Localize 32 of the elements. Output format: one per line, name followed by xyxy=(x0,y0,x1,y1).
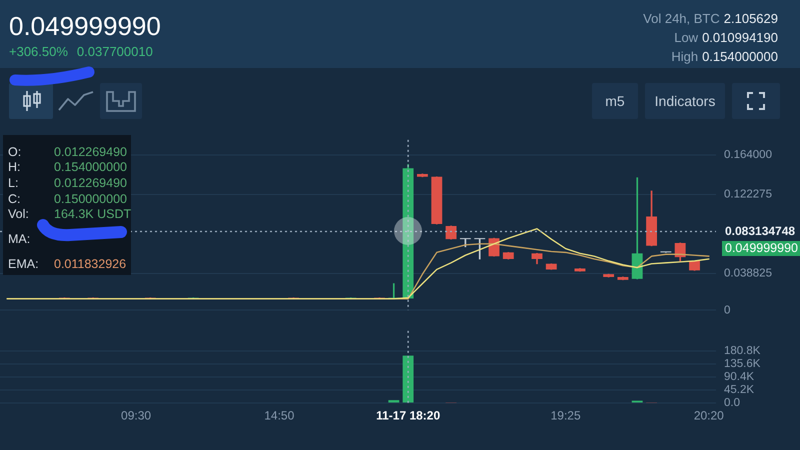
y-tick-label: 45.2K xyxy=(724,384,754,396)
annotation: L: xyxy=(8,176,20,190)
y-tick-label: 0.0 xyxy=(724,397,740,410)
x-tick-label: 19:25 xyxy=(550,408,581,423)
x-tick-label: 09:30 xyxy=(121,408,152,423)
x-tick-label: 20:20 xyxy=(694,408,724,423)
annotation: H: xyxy=(8,160,22,174)
annotation: C: xyxy=(8,192,22,206)
indicators-button: Indicators xyxy=(645,83,725,119)
annotation: 0.154000000 xyxy=(54,160,127,174)
x-tick-label: 14:50 xyxy=(264,408,295,423)
header-panel: 0.049999990 +306.50% 0.037700010 Vol 24h, BTC 2.105629 Low 0.010994190 High 0.154000000 xyxy=(0,0,800,68)
price-tag: 0.049999990 xyxy=(722,241,800,256)
y-tick-label: 0.164000 xyxy=(724,149,772,162)
x-tick-label: 11-17 18:20 xyxy=(376,408,440,423)
annotation: 0.012269490 xyxy=(54,176,127,190)
annotation: O: xyxy=(8,145,22,159)
annotation: 0.150000000 xyxy=(54,192,127,206)
annotation: 164.3K USDT xyxy=(54,207,132,221)
y-tick-label: 135.6K xyxy=(724,358,761,370)
y-tick-label: 180.8K xyxy=(724,345,761,358)
y-tick-label: 0.122275 xyxy=(724,188,772,201)
y-tick-label: 90.4K xyxy=(724,371,754,384)
annotation: 0.012269490 xyxy=(54,145,127,159)
annotation: Vol: xyxy=(8,207,30,221)
annotation: 0.011832926 xyxy=(54,257,126,271)
ref-line-label: 0.083134748 xyxy=(725,224,796,238)
interval-button: m5 xyxy=(592,83,638,119)
y-tick-label: 0.038825 xyxy=(724,268,772,280)
annotation: EMA: xyxy=(8,257,40,271)
annotation: MA: xyxy=(8,232,32,246)
y-tick-label: 0 xyxy=(724,304,730,316)
